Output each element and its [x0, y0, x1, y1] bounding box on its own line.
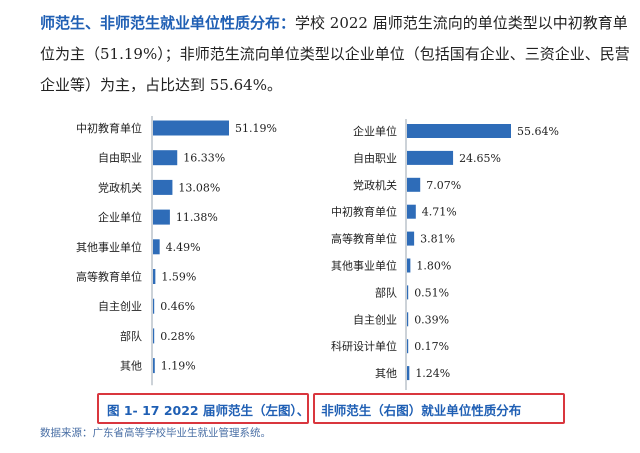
bar [153, 120, 229, 136]
category-label: 部队 [120, 329, 142, 343]
category-label: 中初教育单位 [76, 121, 142, 135]
bar [407, 366, 410, 381]
bar [407, 124, 511, 138]
caption-part-left: 图 1- 17 2022 届师范生（左图）、 [107, 403, 310, 418]
value-label: 24.65% [459, 152, 501, 165]
bar [407, 339, 409, 354]
category-label: 企业单位 [353, 124, 397, 138]
value-label: 7.07% [426, 179, 461, 192]
bar [407, 150, 454, 165]
category-label: 自由职业 [353, 151, 397, 165]
bar [153, 150, 178, 166]
bar [407, 285, 409, 300]
category-label: 自主创业 [353, 313, 397, 326]
value-label: 51.19% [235, 122, 277, 135]
data-source-note: 数据来源：广东省高等学校毕业生就业管理系统。 [40, 427, 271, 439]
bar [407, 177, 421, 192]
value-label: 1.19% [161, 360, 196, 373]
intro-lead: 师范生、非师范生就业单位性质分布： [40, 14, 296, 32]
value-label: 13.08% [178, 181, 220, 194]
value-label: 0.28% [160, 330, 195, 343]
bar [153, 358, 155, 374]
intro-paragraph: 师范生、非师范生就业单位性质分布：学校 2022 届师范生流向的单位类型以中初教… [40, 8, 630, 101]
value-label: 4.49% [166, 241, 201, 254]
category-label: 其他事业单位 [331, 259, 397, 273]
bar [407, 204, 416, 219]
caption-part-right: 非师范生（右图）就业单位性质分布 [321, 403, 522, 418]
category-label: 其他 [375, 367, 397, 380]
value-label: 1.80% [416, 260, 451, 273]
bar [153, 298, 155, 314]
bar [153, 269, 156, 284]
bar [153, 209, 170, 225]
category-label: 自由职业 [98, 151, 142, 165]
category-label: 企业单位 [98, 210, 142, 224]
category-label: 党政机关 [353, 178, 397, 192]
category-label: 自主创业 [98, 300, 142, 313]
value-label: 11.38% [176, 211, 218, 224]
value-label: 55.64% [517, 125, 559, 138]
category-label: 中初教育单位 [331, 205, 397, 219]
value-label: 0.46% [160, 300, 195, 313]
value-label: 1.59% [161, 271, 196, 284]
value-label: 0.51% [414, 286, 449, 299]
category-label: 高等教育单位 [331, 232, 397, 246]
bar [407, 312, 409, 327]
chart-teacher-students: 中初教育单位 51.19% 自由职业 16.33% 党政机关 13.08% 企业单位 11.3… [76, 116, 277, 386]
bar [153, 179, 173, 195]
bar [153, 328, 155, 344]
value-label: 0.39% [414, 313, 449, 326]
bar [407, 231, 415, 246]
bar [407, 258, 411, 273]
value-label: 4.71% [422, 206, 457, 219]
value-label: 1.24% [415, 367, 450, 380]
category-label: 其他 [120, 360, 142, 373]
bar [153, 239, 160, 255]
value-label: 3.81% [420, 233, 455, 246]
category-label: 高等教育单位 [76, 270, 142, 284]
category-label: 部队 [375, 285, 397, 299]
intro-text: 学校 2022 届师范生流向的单位类型以中初教育单位为主（51.19%）；非师范… [40, 14, 630, 94]
value-label: 0.17% [414, 340, 449, 353]
category-label: 科研设计单位 [331, 339, 397, 353]
category-label: 其他事业单位 [76, 240, 142, 254]
chart-non-teacher-students: 企业单位 55.64% 自由职业 24.65% 党政机关 7.07% 中初教育单位 4.71%… [331, 119, 559, 390]
value-label: 16.33% [183, 152, 225, 165]
figure-caption: 图 1- 17 2022 届师范生（左图）、 非师范生（右图）就业单位性质分布 [107, 400, 521, 419]
category-label: 党政机关 [98, 180, 142, 194]
